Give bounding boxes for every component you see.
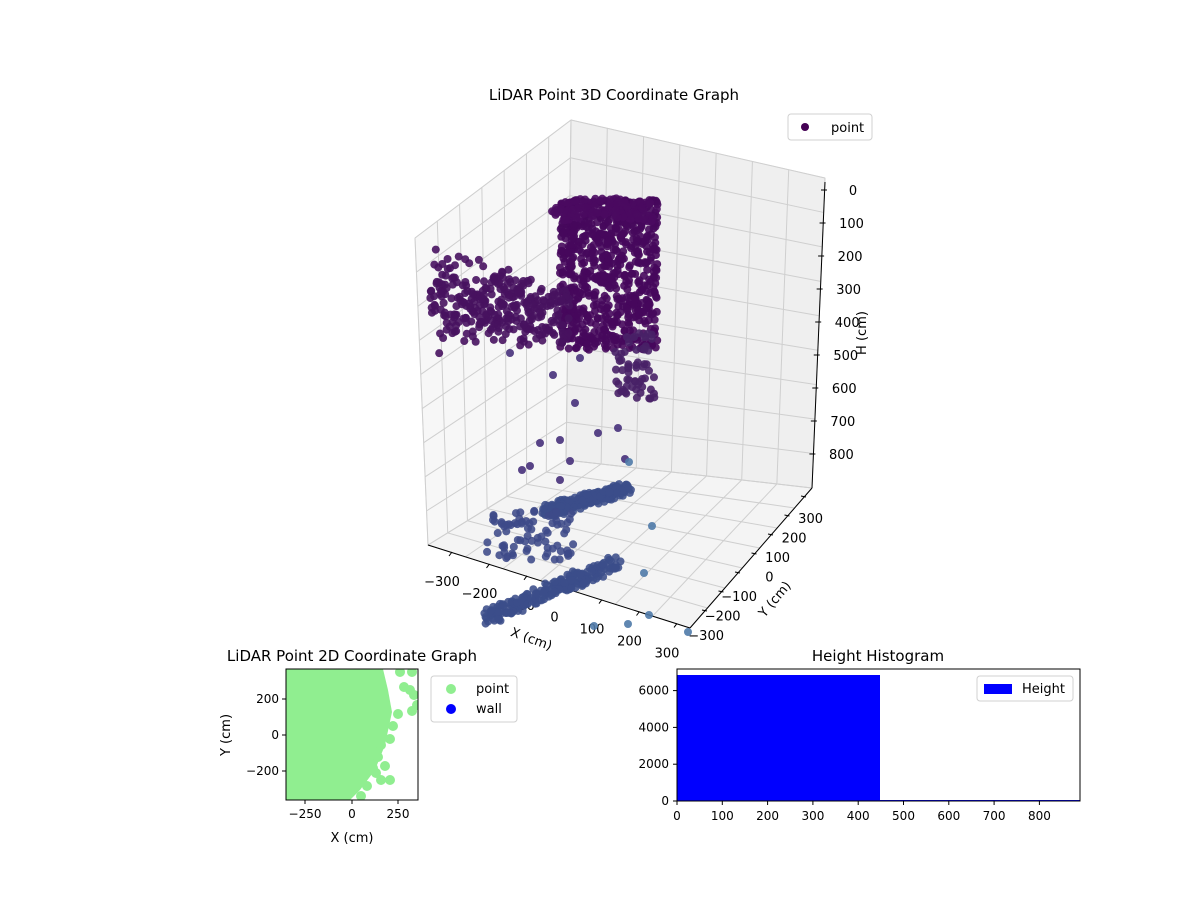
legend-label-point: point <box>476 682 509 697</box>
legend-label-height: Height <box>1022 682 1065 697</box>
legend-histogram[interactable]: Height <box>976 675 1074 702</box>
tick-label: −200 <box>462 587 498 602</box>
points-3d-scatter <box>426 194 692 636</box>
legend-marker-point <box>801 123 809 131</box>
tick-label: 500 <box>892 809 915 823</box>
tick-label: 6000 <box>638 684 669 698</box>
tick-label: 800 <box>829 448 854 463</box>
plot-histogram: Height Histogram 0 100 200 300 400 500 600 700 8… <box>638 647 1081 823</box>
x-axis-label: X (cm) <box>508 625 554 654</box>
legend-label-wall: wall <box>476 702 502 717</box>
z-axis-label: H (cm) <box>855 311 870 355</box>
tick-label: 700 <box>830 415 855 430</box>
legend-marker-point <box>446 684 456 694</box>
plot-2d: LiDAR Point 2D Coordinate Graph −250 0 2… <box>219 647 518 846</box>
z-axis-line <box>811 181 826 489</box>
y-tick-label: 200 <box>256 692 279 706</box>
y-tick-label: −200 <box>246 764 279 778</box>
tick-label: 100 <box>839 217 864 232</box>
histogram-x-ticks: 0 100 200 300 400 500 600 700 800 <box>673 801 1051 823</box>
tick-label: 2000 <box>638 757 669 771</box>
tick-label: 0 <box>849 184 857 199</box>
histogram-bar-0-450 <box>677 675 880 801</box>
tick-label: 200 <box>617 635 642 650</box>
legend-2d[interactable]: point wall <box>430 675 518 723</box>
z-axis-ticks: 0 100 200 300 400 500 600 700 800 <box>809 184 864 463</box>
histogram-frame <box>676 668 1081 802</box>
legend-label-point: point <box>831 121 864 136</box>
tick-label: 100 <box>580 623 605 638</box>
tick-label: 200 <box>838 250 863 265</box>
y-axis-ticks: −300 −200 −100 0 100 200 300 <box>688 495 823 644</box>
y-axis-label: Y (cm) <box>755 579 794 622</box>
tick-label: 700 <box>983 809 1006 823</box>
plot-3d-title: LiDAR Point 3D Coordinate Graph <box>489 86 739 104</box>
plot-3d: LiDAR Point 3D Coordinate Graph 0 100 200 3… <box>414 86 873 661</box>
tick-label: 4000 <box>638 720 669 734</box>
tick-label: −300 <box>688 629 724 644</box>
tick-label: 300 <box>655 646 680 661</box>
tick-label: 0 <box>550 611 558 626</box>
tick-label: 100 <box>765 551 790 566</box>
histogram-y-ticks: 0 2000 4000 6000 <box>638 684 677 808</box>
legend-3d[interactable]: point <box>787 113 873 141</box>
plot-2d-x-ticks: −250 0 250 <box>289 800 410 821</box>
tick-label: 400 <box>835 316 860 331</box>
tick-label: 0 <box>765 571 773 586</box>
plot-2d-y-label: Y (cm) <box>219 714 234 757</box>
tick-label: 100 <box>711 809 734 823</box>
tick-label: −200 <box>705 610 741 625</box>
tick-label: 500 <box>833 349 858 364</box>
tick-label: 400 <box>847 809 870 823</box>
tick-label: −100 <box>721 590 757 605</box>
x-tick-label: 250 <box>387 807 410 821</box>
plot-2d-y-ticks: 200 0 −200 <box>246 692 286 778</box>
tick-label: 300 <box>798 512 823 527</box>
tick-label: 300 <box>836 283 861 298</box>
y-axis-line <box>689 487 813 629</box>
plot-2d-title: LiDAR Point 2D Coordinate Graph <box>227 647 477 665</box>
tick-label: 600 <box>937 809 960 823</box>
x-tick-label: −250 <box>289 807 322 821</box>
tick-label: 0 <box>673 809 681 823</box>
tick-label: 800 <box>1028 809 1051 823</box>
y-tick-label: 0 <box>271 728 279 742</box>
legend-marker-wall <box>446 704 456 714</box>
legend-swatch-height <box>984 684 1012 694</box>
tick-label: 200 <box>756 809 779 823</box>
tick-label: 200 <box>782 532 807 547</box>
tick-label: 0 <box>661 794 669 808</box>
x-tick-label: 0 <box>348 807 356 821</box>
tick-label: 600 <box>832 382 857 397</box>
tick-label: −300 <box>424 575 460 590</box>
plot-2d-x-label: X (cm) <box>331 831 374 846</box>
histogram-title: Height Histogram <box>812 647 944 665</box>
points-2d-scatter <box>286 669 418 800</box>
tick-label: 300 <box>801 809 824 823</box>
